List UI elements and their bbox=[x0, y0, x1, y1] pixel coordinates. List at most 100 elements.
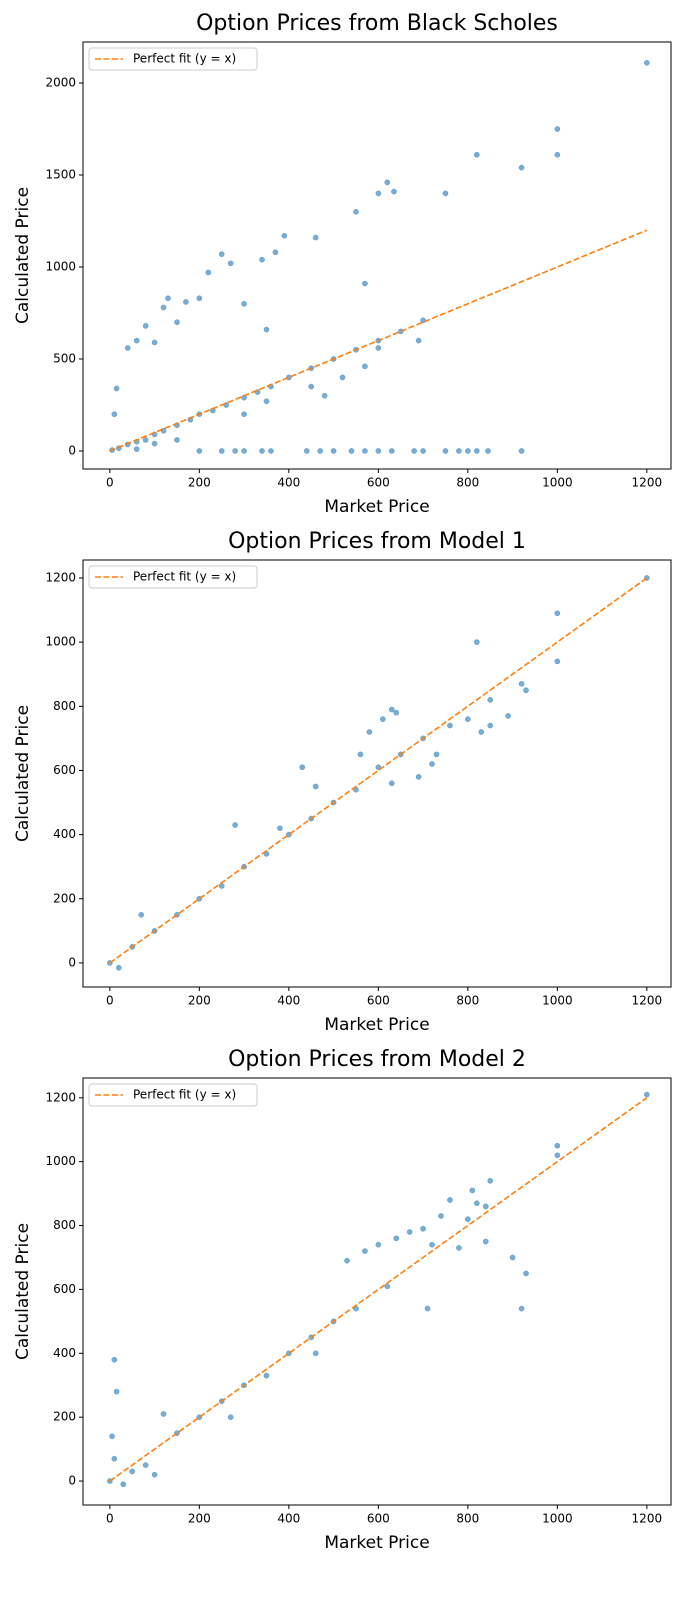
data-point bbox=[109, 1433, 115, 1440]
data-point bbox=[174, 319, 180, 326]
x-tick-label: 800 bbox=[456, 1512, 479, 1526]
data-point bbox=[366, 729, 373, 735]
data-point bbox=[218, 448, 225, 454]
data-point bbox=[120, 1481, 127, 1488]
data-point bbox=[518, 680, 525, 687]
x-tick-label: 400 bbox=[277, 476, 300, 490]
data-point bbox=[183, 299, 189, 305]
y-tick-label: 600 bbox=[53, 1282, 76, 1296]
data-point bbox=[554, 1142, 561, 1149]
data-point bbox=[447, 1197, 453, 1203]
x-tick-label: 1000 bbox=[542, 994, 573, 1008]
x-axis-label: Market Price bbox=[324, 1533, 429, 1553]
y-tick-label: 400 bbox=[53, 1346, 76, 1360]
data-point bbox=[113, 1388, 120, 1395]
y-tick-label: 1000 bbox=[45, 1154, 76, 1168]
data-point bbox=[442, 190, 449, 197]
data-point bbox=[111, 411, 118, 418]
data-point bbox=[391, 188, 397, 195]
data-point bbox=[308, 383, 315, 390]
data-point bbox=[339, 374, 346, 381]
x-tick-label: 200 bbox=[188, 1512, 211, 1526]
x-tick-label: 400 bbox=[277, 994, 300, 1008]
y-tick-label: 800 bbox=[53, 699, 76, 713]
data-point bbox=[160, 304, 167, 311]
x-axis-label: Market Price bbox=[324, 1015, 429, 1035]
data-point bbox=[115, 964, 122, 971]
data-point bbox=[429, 761, 435, 767]
data-point bbox=[554, 658, 561, 665]
data-point bbox=[142, 437, 149, 443]
data-point bbox=[554, 126, 561, 132]
data-point bbox=[317, 448, 324, 454]
y-tick-label: 400 bbox=[53, 827, 76, 841]
x-tick-label: 1000 bbox=[542, 1512, 573, 1526]
data-point bbox=[438, 1213, 444, 1219]
data-point bbox=[227, 260, 234, 267]
y-tick-label: 0 bbox=[68, 955, 76, 969]
data-point bbox=[420, 448, 426, 454]
data-point bbox=[464, 1216, 471, 1223]
y-tick-label: 800 bbox=[53, 1218, 76, 1232]
data-point bbox=[456, 448, 462, 454]
data-point bbox=[174, 437, 180, 443]
data-point bbox=[415, 337, 422, 344]
data-point bbox=[523, 687, 529, 694]
data-point bbox=[263, 326, 270, 333]
x-tick-label: 200 bbox=[188, 476, 211, 490]
y-axis-label: Calculated Price bbox=[13, 705, 33, 842]
data-point bbox=[268, 448, 274, 454]
x-tick-label: 0 bbox=[106, 994, 114, 1008]
data-point bbox=[518, 164, 525, 171]
data-point bbox=[232, 448, 238, 454]
data-point bbox=[129, 1468, 136, 1475]
data-point bbox=[218, 251, 225, 257]
y-axis-label: Calculated Price bbox=[13, 1223, 33, 1360]
data-point bbox=[485, 448, 491, 454]
x-axis-label: Market Price bbox=[324, 497, 429, 517]
data-point bbox=[111, 1356, 118, 1363]
data-point bbox=[277, 825, 283, 832]
y-tick-label: 200 bbox=[53, 1410, 76, 1424]
data-point bbox=[487, 1177, 494, 1184]
data-point bbox=[482, 1203, 489, 1210]
x-tick-label: 1200 bbox=[632, 994, 663, 1008]
x-tick-label: 0 bbox=[106, 1512, 114, 1526]
data-point bbox=[473, 151, 480, 158]
y-tick-label: 1000 bbox=[45, 259, 76, 273]
data-point bbox=[353, 208, 359, 215]
data-point bbox=[554, 1152, 561, 1159]
data-point bbox=[429, 1241, 435, 1248]
y-tick-label: 1500 bbox=[45, 168, 76, 182]
data-point bbox=[259, 256, 265, 263]
data-point bbox=[482, 1238, 489, 1245]
fit-line bbox=[109, 1097, 648, 1482]
data-point bbox=[388, 706, 395, 713]
data-point bbox=[124, 345, 131, 351]
data-point bbox=[344, 1257, 350, 1264]
y-axis-label: Calculated Price bbox=[13, 187, 33, 324]
plot-frame bbox=[82, 1077, 672, 1506]
y-tick-label: 600 bbox=[53, 763, 76, 777]
data-point bbox=[232, 822, 238, 828]
legend-box bbox=[88, 47, 258, 71]
x-tick-label: 800 bbox=[456, 994, 479, 1008]
data-point bbox=[330, 448, 337, 454]
data-point bbox=[299, 764, 306, 771]
data-point bbox=[379, 716, 386, 722]
data-point bbox=[473, 1200, 480, 1207]
data-point bbox=[312, 234, 319, 241]
x-tick-label: 600 bbox=[367, 476, 390, 490]
data-point bbox=[464, 716, 471, 722]
data-point bbox=[227, 1414, 234, 1421]
data-point bbox=[523, 1270, 529, 1277]
data-point bbox=[473, 639, 480, 645]
x-tick-label: 400 bbox=[277, 1512, 300, 1526]
data-point bbox=[554, 610, 561, 617]
data-point bbox=[362, 280, 368, 287]
data-point bbox=[473, 448, 480, 454]
x-tick-label: 1000 bbox=[542, 476, 573, 490]
data-point bbox=[362, 363, 368, 370]
data-point bbox=[509, 1254, 516, 1261]
